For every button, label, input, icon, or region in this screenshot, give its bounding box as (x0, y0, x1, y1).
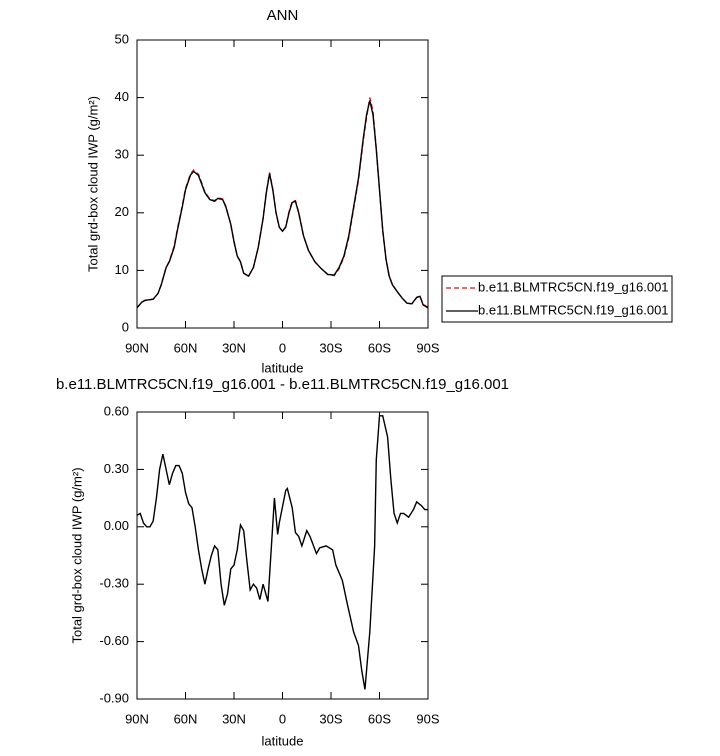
chart-title: ANN (267, 7, 299, 24)
x-tick-label: 60N (174, 340, 198, 355)
y-axis-label: Total grd-box cloud IWP (g/m²) (69, 467, 84, 643)
data-line (136, 100, 429, 309)
y-tick-label: 50 (115, 31, 129, 46)
x-tick-label: 0 (279, 711, 286, 726)
chart-title: b.e11.BLMTRC5CN.f19_g16.001 - b.e11.BLMT… (56, 376, 509, 393)
x-tick-label: 90S (416, 340, 439, 355)
x-tick-label: 90N (125, 340, 149, 355)
y-tick-label: 0.60 (104, 403, 129, 418)
y-tick-label: 20 (115, 204, 129, 219)
y-tick-label: 0.30 (104, 461, 129, 476)
y-tick-label: -0.30 (99, 576, 129, 591)
y-tick-label: 0.00 (104, 518, 129, 533)
x-tick-label: 60N (174, 711, 198, 726)
x-tick-label: 0 (279, 340, 286, 355)
legend-box (441, 275, 673, 323)
x-tick-label: 30N (222, 340, 246, 355)
x-tick-label: 90S (416, 711, 439, 726)
plot-frame (136, 39, 429, 329)
plot-frame (136, 411, 429, 700)
x-tick-label: 60S (368, 711, 391, 726)
y-tick-label: -0.90 (99, 690, 129, 705)
x-tick-label: 30N (222, 711, 246, 726)
legend-label: b.e11.BLMTRC5CN.f19_g16.001 (478, 302, 669, 317)
x-tick-label: 30S (319, 711, 342, 726)
x-tick-label: 90N (125, 711, 149, 726)
x-axis-label: latitude (262, 733, 304, 748)
y-tick-label: 10 (115, 262, 129, 277)
x-tick-label: 60S (368, 340, 391, 355)
y-tick-label: 0 (122, 319, 129, 334)
y-tick-label: 30 (115, 147, 129, 162)
y-tick-label: -0.60 (99, 633, 129, 648)
data-line (136, 415, 428, 690)
y-axis-label: Total grd-box cloud IWP (g/m²) (85, 96, 100, 272)
y-tick-label: 40 (115, 89, 129, 104)
x-tick-label: 30S (319, 340, 342, 355)
data-line (136, 97, 429, 309)
legend-label: b.e11.BLMTRC5CN.f19_g16.001 (478, 279, 669, 294)
x-axis-label: latitude (262, 360, 304, 375)
